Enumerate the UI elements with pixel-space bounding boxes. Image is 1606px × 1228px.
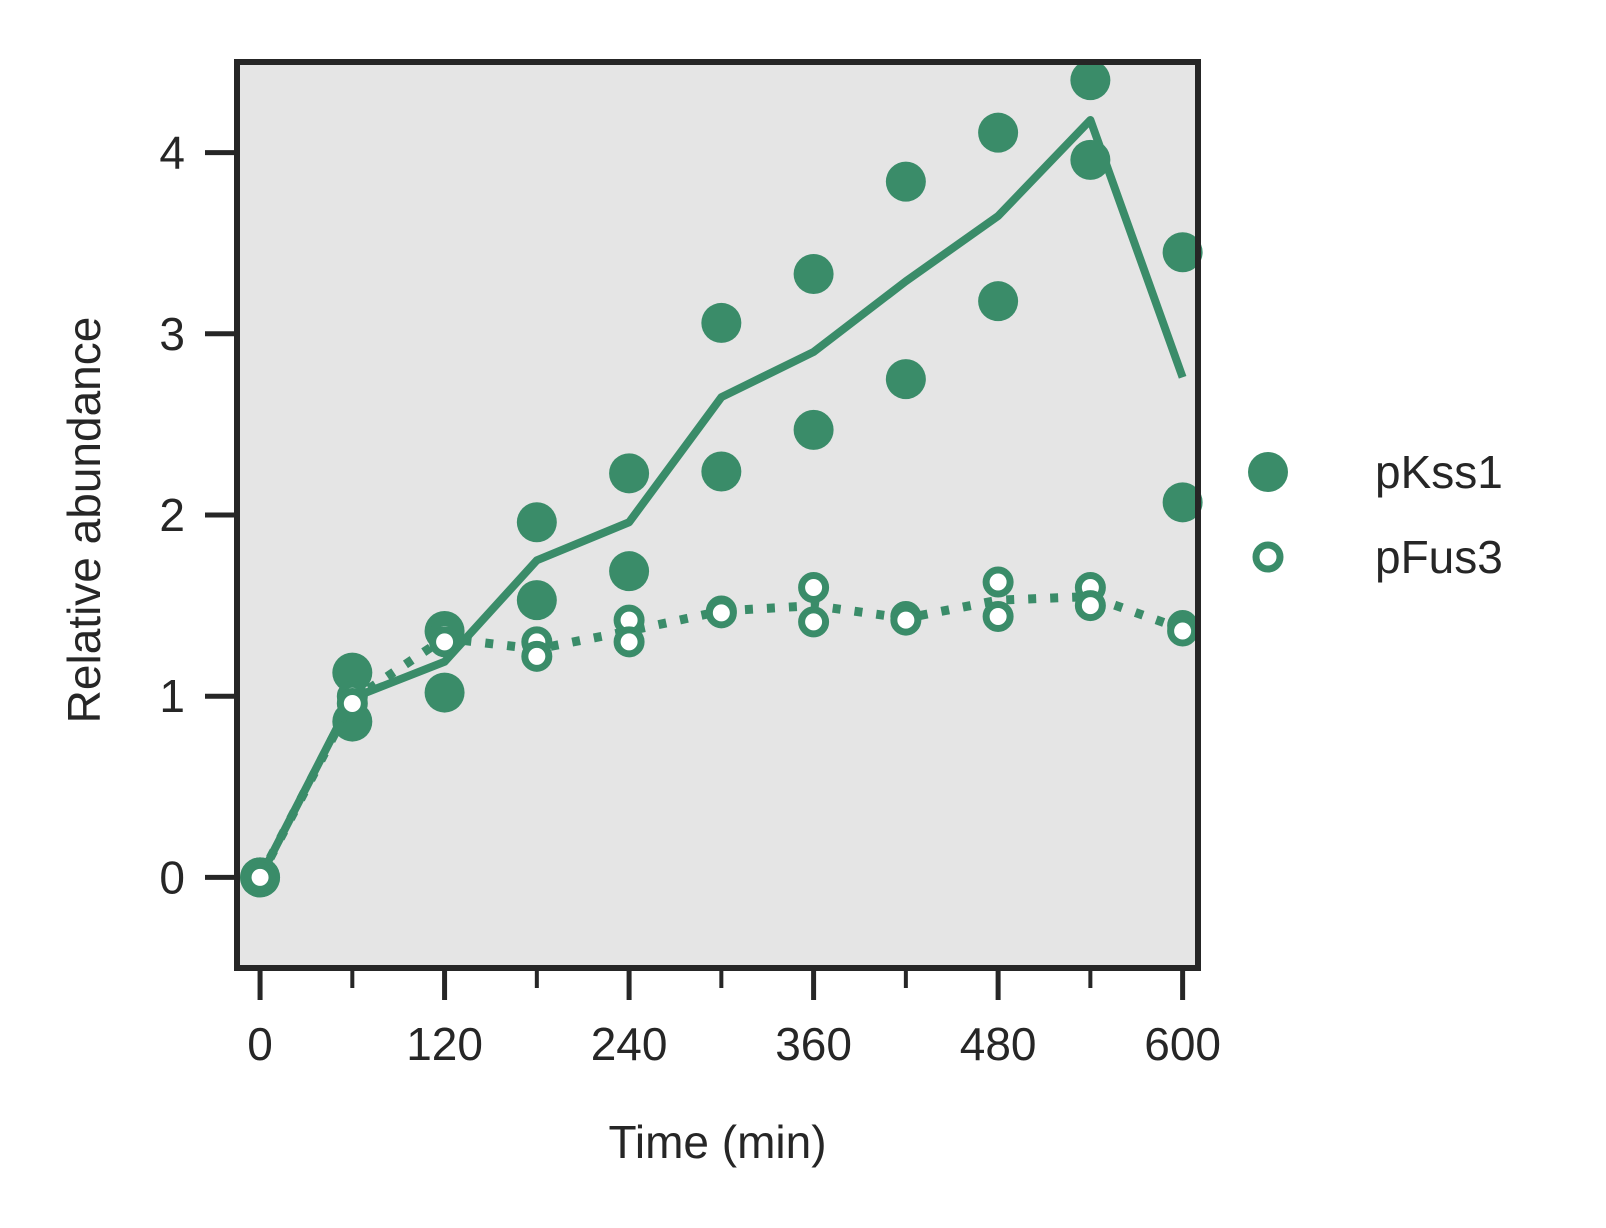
data-point xyxy=(798,606,830,638)
data-point xyxy=(424,672,465,713)
series-line xyxy=(256,115,1187,880)
data-point xyxy=(516,502,557,543)
data-point xyxy=(332,652,373,693)
data-point xyxy=(336,687,368,719)
data-point xyxy=(798,571,830,603)
data-point xyxy=(793,254,834,295)
x-tick-label: 120 xyxy=(406,1018,483,1070)
data-point xyxy=(1074,590,1106,622)
data-point xyxy=(982,600,1014,632)
data-point xyxy=(793,409,834,450)
data-point xyxy=(1162,232,1203,273)
data-point xyxy=(1070,139,1111,180)
series-pfus3 xyxy=(244,566,1199,893)
data-point xyxy=(609,551,650,592)
data-point xyxy=(701,451,742,492)
x-axis: 0 120 240 360 480 600 xyxy=(247,971,1221,1070)
y-tick-label: 0 xyxy=(159,851,185,903)
series-pkss1 xyxy=(240,60,1203,898)
legend-marker xyxy=(1248,452,1288,492)
data-point xyxy=(982,566,1014,598)
legend: pKss1 pFus3 xyxy=(1248,446,1503,583)
data-point xyxy=(705,597,737,629)
x-axis-label: Time (min) xyxy=(608,1116,826,1168)
x-tick-label: 0 xyxy=(247,1018,273,1070)
y-tick-label: 4 xyxy=(159,127,185,179)
data-point xyxy=(613,626,645,658)
y-tick-label: 1 xyxy=(159,670,185,722)
data-point xyxy=(978,281,1019,322)
data-point xyxy=(978,112,1019,153)
y-axis-label: Relative abundance xyxy=(58,317,110,724)
x-tick-label: 480 xyxy=(960,1018,1037,1070)
y-axis: 0 1 2 3 4 xyxy=(159,127,234,903)
data-point xyxy=(701,302,742,343)
legend-label: pFus3 xyxy=(1375,531,1503,583)
y-tick-label: 2 xyxy=(159,489,185,541)
data-point xyxy=(885,161,926,202)
legend-marker xyxy=(1252,541,1284,573)
data-point xyxy=(429,626,461,658)
data-point xyxy=(609,453,650,494)
plot-frame xyxy=(234,59,1201,971)
x-tick-label: 360 xyxy=(775,1018,852,1070)
data-point xyxy=(890,604,922,636)
legend-label: pKss1 xyxy=(1375,446,1503,498)
series-line xyxy=(256,592,1185,880)
x-tick-label: 240 xyxy=(591,1018,668,1070)
plot-background xyxy=(237,62,1198,968)
data-point xyxy=(1167,615,1199,647)
x-tick-label: 600 xyxy=(1144,1018,1221,1070)
data-point xyxy=(1070,60,1111,101)
data-point xyxy=(516,580,557,621)
series-layer xyxy=(240,60,1203,898)
y-tick-label: 3 xyxy=(159,308,185,360)
data-point xyxy=(1162,482,1203,523)
data-point xyxy=(885,359,926,400)
data-point xyxy=(521,640,553,672)
data-point xyxy=(244,861,276,893)
